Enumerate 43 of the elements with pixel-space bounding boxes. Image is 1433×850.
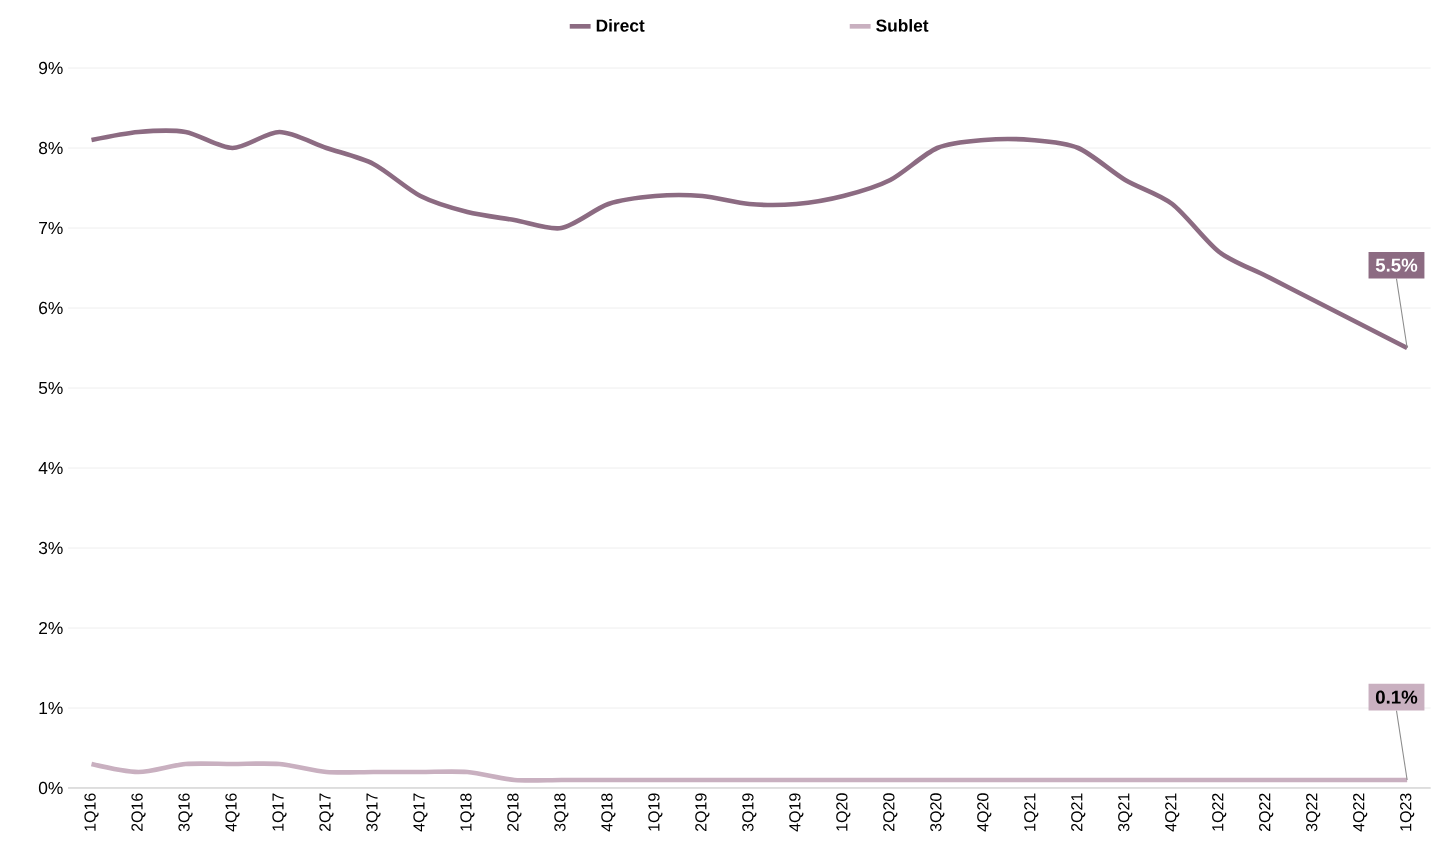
x-tick-label: 4Q17	[413, 793, 428, 832]
x-tick-label: 4Q20	[977, 793, 992, 832]
x-tick-label: 1Q17	[272, 793, 287, 831]
y-tick-label: 8%	[39, 141, 63, 155]
x-tick-label: 3Q18	[554, 793, 569, 832]
x-tick-label: 3Q20	[930, 793, 945, 832]
y-tick-label: 6%	[39, 301, 63, 315]
y-tick-label: 1%	[39, 701, 63, 715]
x-tick-label: 3Q19	[742, 793, 757, 832]
x-tick-label: 2Q20	[883, 793, 898, 832]
x-tick-label: 2Q19	[695, 793, 710, 832]
x-tick-label: 3Q21	[1118, 793, 1133, 832]
x-tick-label: 1Q19	[648, 793, 663, 831]
x-tick-label: 1Q21	[1024, 793, 1039, 831]
x-tick-label: 4Q16	[225, 793, 240, 832]
x-tick-label: 3Q22	[1306, 793, 1321, 832]
x-tick-label: 1Q16	[84, 793, 99, 831]
x-tick-label: 2Q22	[1259, 793, 1274, 832]
y-tick-label: 9%	[39, 61, 63, 75]
x-tick-label: 2Q18	[507, 793, 522, 832]
legend-label: Sublet	[876, 19, 929, 32]
x-tick-label: 2Q16	[131, 793, 146, 832]
y-tick-label: 3%	[38, 541, 63, 555]
y-tick-label: 7%	[39, 221, 63, 235]
x-tick-label: 1Q23	[1400, 793, 1415, 831]
x-tick-label: 4Q21	[1165, 793, 1180, 832]
annotation: 0.1%	[1375, 690, 1418, 704]
x-tick-label: 3Q17	[366, 793, 381, 832]
x-tick-label: 3Q16	[178, 793, 193, 832]
annotation: 5.5%	[1375, 258, 1418, 272]
x-tick-label: 2Q17	[319, 793, 334, 832]
x-tick-label: 4Q18	[601, 793, 616, 832]
x-tick-label: 2Q21	[1071, 793, 1086, 832]
x-tick-label: 4Q19	[789, 793, 804, 832]
x-tick-label: 1Q20	[836, 793, 851, 831]
x-tick-label: 1Q22	[1212, 793, 1227, 831]
x-tick-label: 4Q22	[1353, 793, 1368, 832]
y-tick-label: 0%	[38, 781, 63, 795]
y-tick-label: 5%	[38, 381, 63, 395]
legend-label: Direct	[596, 19, 645, 32]
y-tick-label: 2%	[39, 621, 63, 635]
y-tick-label: 4%	[38, 461, 63, 475]
x-tick-label: 1Q18	[460, 793, 475, 831]
